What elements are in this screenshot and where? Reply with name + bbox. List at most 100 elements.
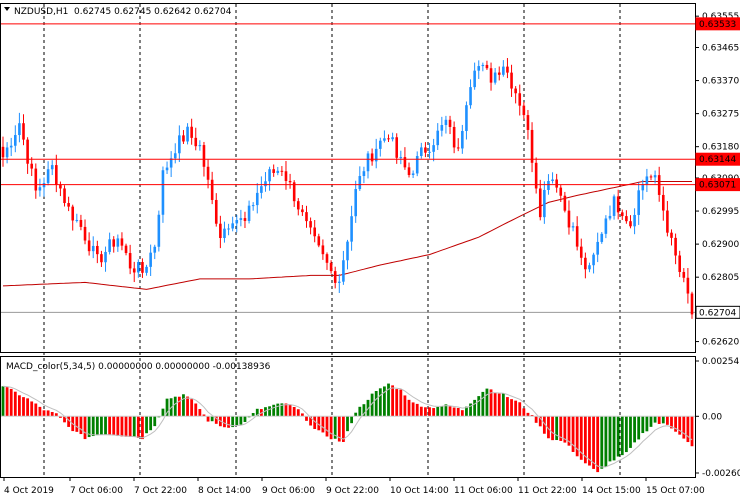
- candle[interactable]: [120, 232, 124, 251]
- candle[interactable]: [239, 209, 243, 227]
- candle[interactable]: [493, 68, 497, 85]
- candle[interactable]: [30, 157, 34, 177]
- candle[interactable]: [108, 232, 111, 255]
- candle[interactable]: [633, 208, 636, 235]
- candle[interactable]: [42, 177, 46, 197]
- candle[interactable]: [296, 198, 300, 216]
- candle[interactable]: [411, 170, 415, 179]
- candle[interactable]: [26, 137, 29, 174]
- candle[interactable]: [645, 168, 649, 193]
- candle[interactable]: [288, 173, 292, 189]
- candle[interactable]: [137, 259, 140, 278]
- candle[interactable]: [325, 252, 329, 270]
- candle[interactable]: [100, 250, 103, 267]
- candle[interactable]: [251, 202, 255, 211]
- candle[interactable]: [415, 151, 419, 177]
- candle[interactable]: [14, 125, 17, 153]
- macd-histogram[interactable]: [0, 383, 695, 473]
- candle[interactable]: [555, 173, 558, 193]
- candle[interactable]: [670, 229, 673, 246]
- candle[interactable]: [510, 64, 513, 97]
- candle[interactable]: [317, 233, 321, 248]
- candle[interactable]: [173, 143, 177, 164]
- candle[interactable]: [661, 186, 665, 221]
- candle[interactable]: [358, 166, 362, 191]
- candle[interactable]: [157, 210, 161, 252]
- candle[interactable]: [34, 163, 38, 199]
- candle[interactable]: [604, 215, 608, 239]
- candles[interactable]: [1, 58, 694, 319]
- candle[interactable]: [153, 244, 157, 260]
- candle[interactable]: [407, 162, 411, 178]
- candle[interactable]: [608, 205, 612, 221]
- candle[interactable]: [567, 200, 571, 235]
- candle[interactable]: [440, 116, 444, 137]
- candle[interactable]: [22, 114, 25, 146]
- candle[interactable]: [575, 216, 579, 251]
- collapse-triangle-icon[interactable]: [4, 7, 10, 11]
- candle[interactable]: [399, 150, 403, 165]
- candle[interactable]: [592, 252, 595, 274]
- candle[interactable]: [370, 148, 374, 166]
- candle[interactable]: [132, 261, 136, 283]
- candle[interactable]: [260, 176, 263, 199]
- horizontal-levels[interactable]: [0, 23, 695, 186]
- candle[interactable]: [227, 223, 230, 236]
- candle[interactable]: [543, 181, 546, 224]
- candle[interactable]: [538, 179, 542, 221]
- candle[interactable]: [465, 101, 468, 140]
- candle[interactable]: [337, 274, 341, 293]
- candle[interactable]: [91, 236, 95, 259]
- candle[interactable]: [456, 138, 460, 152]
- candle[interactable]: [502, 60, 505, 77]
- candle[interactable]: [169, 151, 173, 178]
- candle[interactable]: [194, 127, 198, 151]
- candle[interactable]: [46, 161, 50, 186]
- candle[interactable]: [161, 166, 165, 223]
- candle[interactable]: [198, 140, 202, 151]
- candle[interactable]: [264, 172, 267, 192]
- candle[interactable]: [530, 122, 534, 173]
- candle[interactable]: [424, 142, 427, 158]
- candle[interactable]: [485, 60, 489, 70]
- candle[interactable]: [87, 232, 91, 256]
- candle[interactable]: [63, 185, 66, 207]
- candle[interactable]: [124, 243, 128, 256]
- candle[interactable]: [641, 179, 645, 200]
- candle[interactable]: [276, 166, 280, 176]
- candle[interactable]: [391, 132, 394, 142]
- candle[interactable]: [55, 154, 58, 193]
- candle[interactable]: [67, 196, 70, 212]
- candle[interactable]: [182, 130, 185, 144]
- candle[interactable]: [526, 109, 530, 140]
- candle[interactable]: [481, 62, 485, 72]
- candle[interactable]: [571, 222, 575, 232]
- candle[interactable]: [149, 244, 152, 277]
- candle[interactable]: [518, 84, 522, 116]
- candle[interactable]: [354, 180, 358, 223]
- candle[interactable]: [79, 214, 83, 231]
- candle[interactable]: [116, 234, 120, 252]
- candle[interactable]: [387, 134, 390, 142]
- candle[interactable]: [38, 178, 42, 197]
- candle[interactable]: [674, 233, 677, 265]
- candle[interactable]: [272, 164, 275, 177]
- candle[interactable]: [128, 244, 132, 275]
- candle[interactable]: [588, 262, 591, 273]
- candle[interactable]: [329, 260, 333, 274]
- candle[interactable]: [559, 185, 563, 203]
- candle[interactable]: [145, 264, 148, 276]
- candle[interactable]: [1, 136, 5, 167]
- candle[interactable]: [616, 189, 620, 220]
- candle[interactable]: [600, 232, 604, 244]
- candle[interactable]: [284, 161, 288, 190]
- candle[interactable]: [686, 268, 690, 304]
- candle[interactable]: [9, 137, 13, 157]
- candle[interactable]: [625, 210, 628, 224]
- candle[interactable]: [637, 182, 640, 225]
- candle[interactable]: [231, 216, 234, 232]
- candle[interactable]: [448, 115, 452, 135]
- candle[interactable]: [268, 166, 271, 191]
- candle[interactable]: [629, 215, 632, 229]
- candle[interactable]: [653, 170, 657, 184]
